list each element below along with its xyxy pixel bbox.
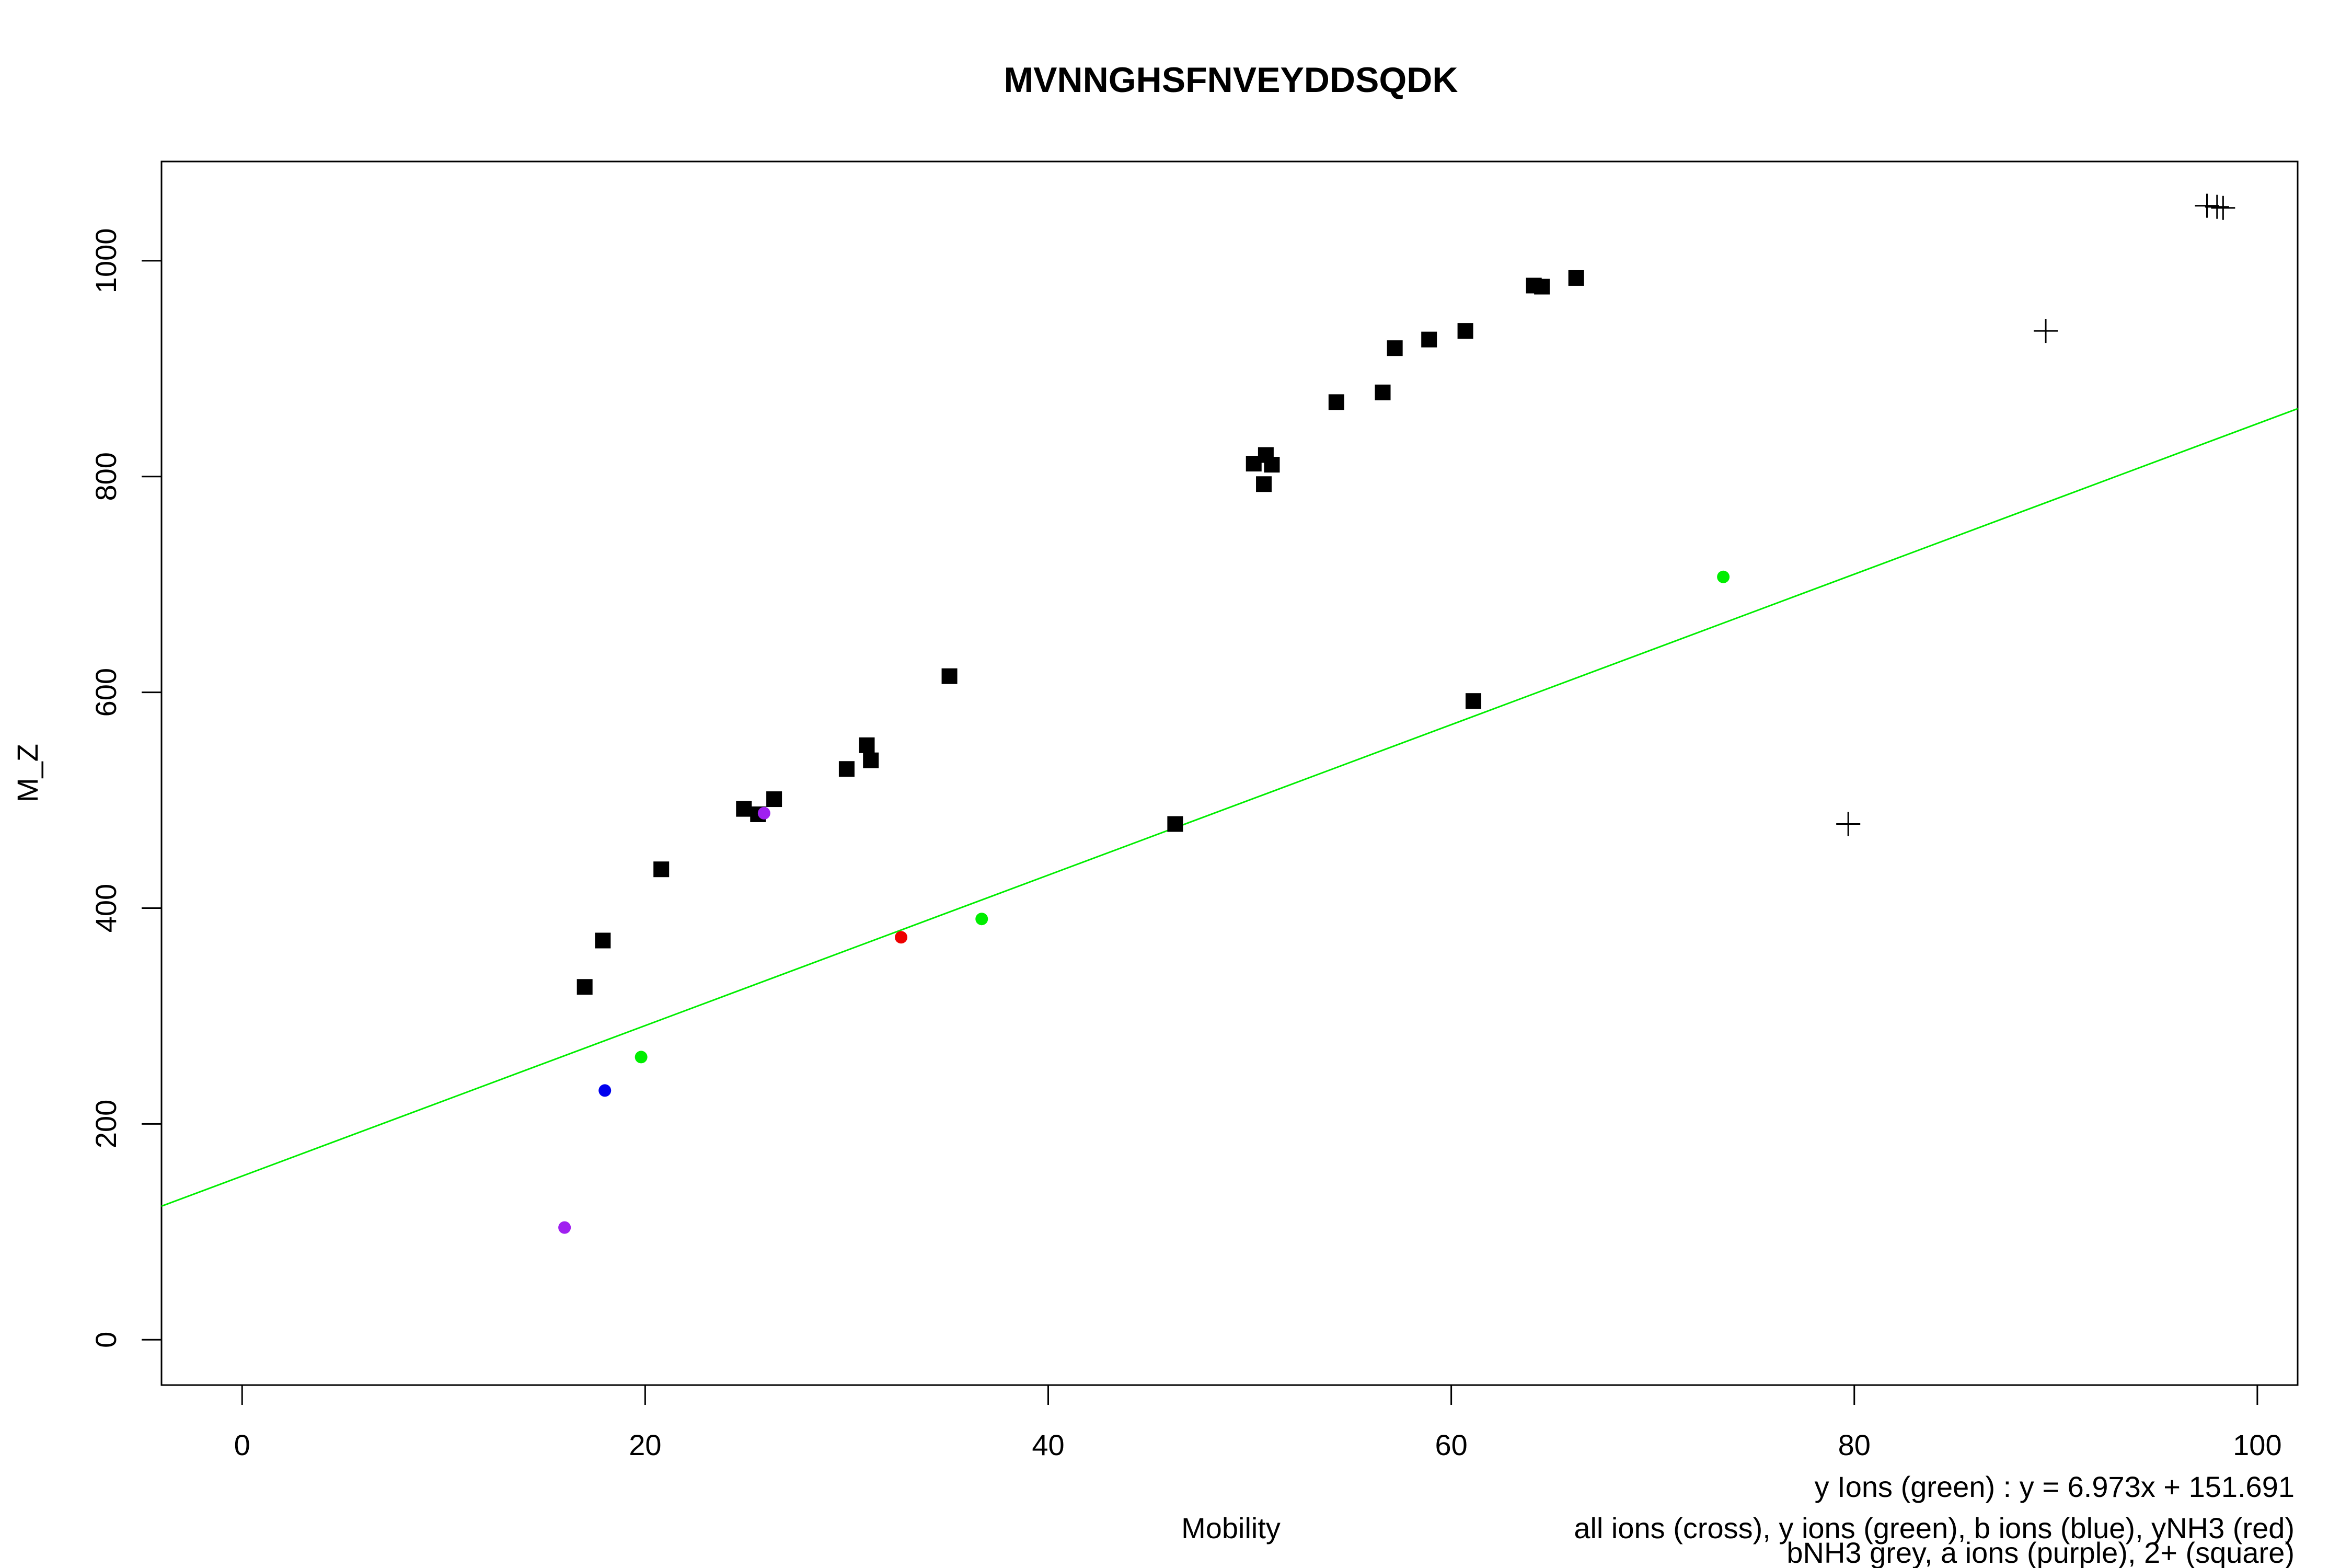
cross-marker-all-ions xyxy=(2205,194,2229,219)
square-marker-2plus xyxy=(577,979,593,995)
square-marker-2plus xyxy=(1457,323,1473,339)
square-marker-2plus xyxy=(941,668,958,684)
y-tick-label: 600 xyxy=(89,668,122,717)
x-tick-label: 40 xyxy=(1032,1428,1064,1461)
y-tick-label: 1000 xyxy=(89,228,122,294)
dot-marker-y xyxy=(635,1051,648,1064)
x-tick-label: 100 xyxy=(2233,1428,2281,1461)
y-axis-title: M_Z xyxy=(11,744,44,802)
square-marker-2plus xyxy=(1466,693,1482,709)
dot-marker-a xyxy=(558,1221,571,1234)
y-axis: 0 200 400 600 800 1000 xyxy=(89,228,163,1348)
square-marker-2plus xyxy=(1387,340,1403,356)
square-marker-2plus xyxy=(859,737,875,753)
cross-marker-all-ions xyxy=(2195,193,2219,218)
fit-line-layer xyxy=(162,408,2298,1207)
dot-marker-a xyxy=(757,806,770,820)
x-tick-label: 60 xyxy=(1435,1428,1467,1461)
square-marker-2plus xyxy=(766,791,782,808)
square-marker-2plus xyxy=(1167,816,1183,832)
y-tick-label: 0 xyxy=(89,1332,122,1348)
square-marker-2plus xyxy=(1375,384,1391,400)
square-marker-2plus xyxy=(653,861,670,878)
chart-title: MVNNGHSFNVEYDDSQDK xyxy=(1004,60,1458,100)
y-tick-label: 400 xyxy=(89,884,122,932)
fit-line xyxy=(162,408,2298,1207)
y-tick-label: 800 xyxy=(89,452,122,501)
legend-note-1: all ions (cross), y ions (green), b ions… xyxy=(1574,1512,2295,1544)
data-points xyxy=(558,193,2235,1234)
square-marker-2plus xyxy=(1534,279,1550,295)
x-axis-title: Mobility xyxy=(1181,1512,1281,1544)
square-marker-2plus xyxy=(838,761,855,777)
square-marker-2plus xyxy=(595,932,611,949)
cross-marker-all-ions xyxy=(2034,319,2058,343)
x-tick-label: 0 xyxy=(234,1428,250,1461)
dot-marker-y xyxy=(1717,570,1730,583)
y-tick-label: 200 xyxy=(89,1100,122,1148)
fit-equation-label: y Ions (green) : y = 6.973x + 151.691 xyxy=(1815,1470,2295,1503)
x-tick-label: 80 xyxy=(1838,1428,1871,1461)
dot-marker-y xyxy=(975,913,988,926)
square-marker-2plus xyxy=(1328,394,1344,410)
square-marker-2plus xyxy=(1264,457,1280,473)
cross-marker-all-ions xyxy=(2211,195,2235,220)
dot-marker-b xyxy=(598,1084,612,1097)
square-marker-2plus xyxy=(1421,331,1437,348)
square-marker-2plus xyxy=(736,801,752,817)
x-tick-label: 20 xyxy=(629,1428,661,1461)
legend-note-2: bNH3 grey, a ions (purple), 2+ (square) xyxy=(1786,1536,2295,1568)
square-marker-2plus xyxy=(863,752,879,768)
dot-marker-yNH3 xyxy=(895,931,908,944)
cross-marker-all-ions xyxy=(1836,812,1861,836)
square-marker-2plus xyxy=(1568,270,1584,286)
square-marker-2plus xyxy=(1256,476,1272,492)
x-axis: 0 20 40 60 80 100 xyxy=(234,1384,2282,1461)
